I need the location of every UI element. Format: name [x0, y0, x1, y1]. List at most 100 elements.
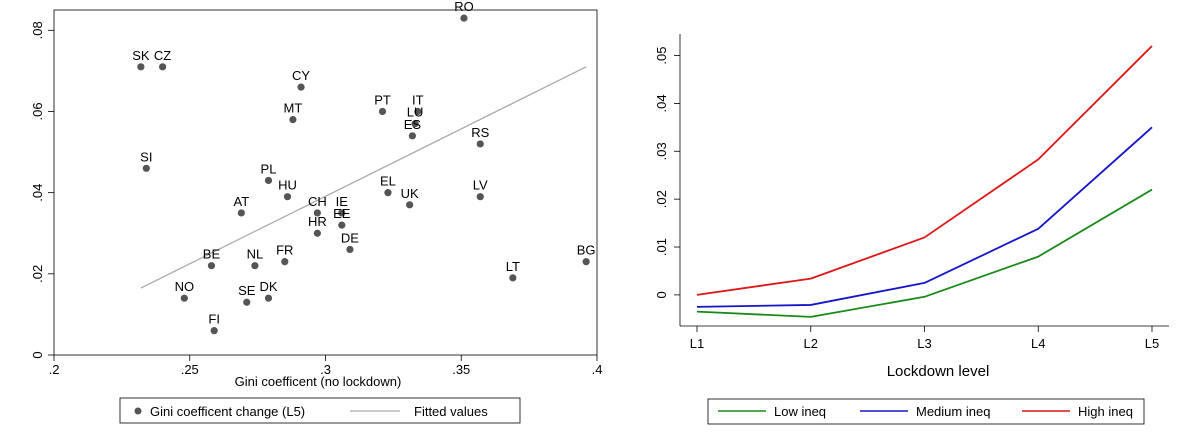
point-label-es: ES — [404, 117, 422, 132]
scatter-legend: Gini coefficent change (L5) Fitted value… — [119, 397, 521, 424]
series-high-ineq — [696, 45, 1153, 296]
line-chart: 0 .01 .02 .03 .04 .05 L1 L2 L3 L4 L5 Lockdown lev… — [604, 24, 1174, 436]
point-hr — [313, 229, 321, 237]
point-label-it: IT — [412, 92, 424, 107]
point-label-lu: LU — [407, 105, 424, 120]
point-de — [346, 245, 354, 254]
point-label-mt: MT — [284, 101, 303, 116]
point-ee — [338, 221, 346, 229]
point-el — [384, 189, 392, 197]
point-label-rs: RS — [471, 125, 489, 140]
point-label-bg: BG — [577, 243, 596, 258]
point-label-hr: HR — [308, 214, 327, 229]
point-hu — [283, 193, 292, 201]
point-label-pl: PL — [261, 161, 277, 176]
point-cz — [159, 63, 167, 71]
y-tick-label: .02 — [30, 265, 45, 283]
point-cy — [297, 83, 305, 91]
point-label-cy: CY — [292, 68, 310, 83]
legend-label-fit: Fitted values — [414, 404, 488, 419]
fitted-line — [140, 66, 587, 289]
x-tick-label: L3 — [917, 336, 931, 351]
point-fi — [210, 327, 218, 335]
point-label-lt: LT — [506, 259, 520, 274]
point-it — [414, 107, 422, 116]
x-tick-label: .3 — [320, 362, 331, 377]
point-label-lv: LV — [473, 178, 488, 193]
point-mt — [289, 115, 297, 124]
line-legend: Low ineq Medium ineq High ineq — [707, 398, 1145, 425]
line-plot-area — [680, 34, 1169, 326]
point-se — [243, 298, 251, 306]
y-tick-label: .08 — [30, 21, 45, 39]
line-y-axis: 0 .01 .02 .03 .04 .05 — [654, 47, 680, 299]
point-rs — [476, 140, 484, 148]
y-tick-label: .01 — [654, 238, 669, 256]
point-label-ro: RO — [454, 0, 474, 14]
x-tick-label: .25 — [181, 362, 199, 377]
y-tick-label: .04 — [30, 184, 45, 202]
x-tick-label: L2 — [804, 336, 818, 351]
point-pt — [378, 107, 387, 116]
point-label-cz: CZ — [154, 48, 171, 63]
point-lt — [509, 274, 517, 282]
point-label-fi: FI — [208, 312, 220, 327]
point-lv — [476, 193, 484, 201]
scatter-legend-box — [119, 397, 521, 424]
line-legend-box — [707, 398, 1145, 425]
x-tick-label: .4 — [592, 362, 603, 377]
line-series — [696, 45, 1153, 318]
x-tick-label: .2 — [49, 362, 60, 377]
point-ro — [460, 14, 468, 22]
point-es — [408, 132, 416, 140]
y-tick-label: .02 — [654, 190, 669, 208]
line-x-axis: L1 L2 L3 L4 L5 — [690, 326, 1159, 351]
point-label-at: AT — [234, 194, 250, 209]
point-label-se: SE — [238, 283, 256, 298]
series-low-ineq — [696, 188, 1153, 318]
point-label-si: SI — [140, 149, 152, 164]
y-tick-label: 0 — [30, 351, 45, 358]
scatter-y-axis: 0 .02 .04 .06 .08 — [30, 21, 54, 359]
scatter-plot-area — [53, 9, 598, 356]
legend-label-points: Gini coefficent change (L5) — [150, 404, 305, 419]
point-at — [237, 209, 245, 217]
y-tick-label: 0 — [654, 291, 669, 298]
x-tick-label: L5 — [1145, 336, 1159, 351]
point-bg — [582, 258, 590, 266]
point-label-ch: CH — [308, 194, 327, 209]
point-label-no: NO — [175, 279, 195, 294]
point-label-ee: EE — [333, 206, 351, 221]
point-label-dk: DK — [259, 279, 277, 294]
legend-label-medium-ineq: Medium ineq — [916, 404, 990, 419]
point-label-de: DE — [341, 230, 359, 245]
point-no — [180, 294, 188, 302]
point-label-pt: PT — [374, 92, 391, 107]
point-dk — [264, 294, 273, 302]
point-be — [207, 262, 216, 270]
point-uk — [406, 201, 414, 209]
point-ie — [338, 209, 346, 217]
point-label-uk: UK — [401, 186, 419, 201]
x-tick-label: L4 — [1031, 336, 1045, 351]
point-pl — [264, 176, 273, 185]
point-nl — [251, 262, 259, 270]
y-tick-label: .03 — [654, 142, 669, 160]
y-tick-label: .04 — [654, 94, 669, 112]
point-label-el: EL — [380, 174, 396, 189]
legend-label-low-ineq: Low ineq — [774, 404, 826, 419]
point-fr — [281, 258, 289, 266]
x-tick-label: L1 — [690, 336, 704, 351]
point-label-nl: NL — [247, 247, 264, 262]
point-label-be: BE — [203, 247, 221, 262]
point-label-ie: IE — [336, 194, 349, 209]
series-medium-ineq — [696, 126, 1153, 308]
y-tick-label: .05 — [654, 47, 669, 65]
legend-marker-points — [134, 407, 142, 415]
point-label-sk: SK — [132, 48, 150, 63]
point-sk — [137, 63, 145, 71]
point-ch — [313, 209, 321, 217]
scatter-x-axis-label: Gini coefficent (no lockdown) — [235, 374, 402, 389]
